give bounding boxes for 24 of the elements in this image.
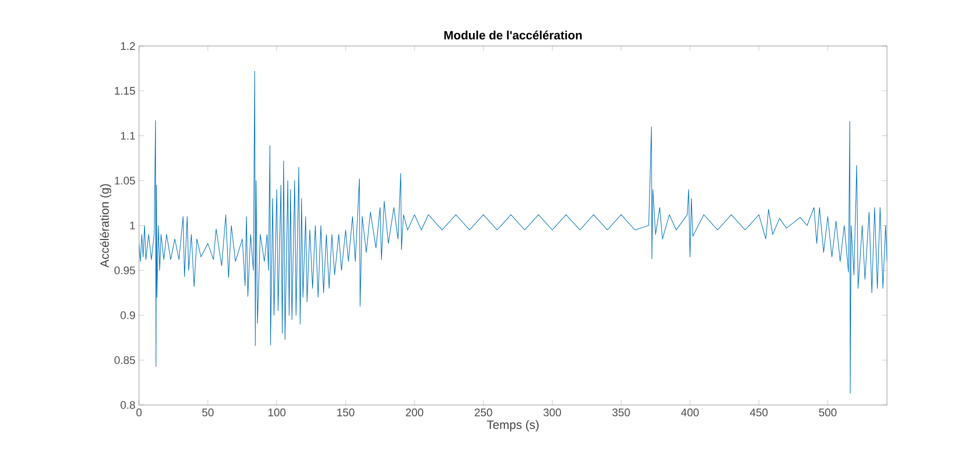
x-tick-label: 150 [337,408,354,416]
x-tick-label: 0 [136,408,142,416]
line-series [139,70,888,394]
y-tick-label: 0.9 [120,311,135,320]
x-tick-label: 300 [544,408,561,416]
x-tick-label: 500 [819,408,836,416]
y-tick-label: 0.85 [114,356,136,364]
x-tick-label: 200 [406,408,424,416]
x-tick-label: 100 [268,408,286,416]
y-tick-label: 1.15 [114,87,136,95]
y-tick-label: 1.1 [121,132,135,140]
x-tick-label: 450 [750,408,768,416]
x-tick-label: 250 [474,408,492,416]
y-axis-title: Accélération (g) [100,184,112,268]
y-tick-label: 1 [130,222,135,230]
chart-title: Module de l'accélération [444,30,582,40]
y-tick-label: 1.2 [121,42,135,50]
y-tick-label: 1.05 [114,176,136,185]
x-tick-label: 50 [202,408,214,416]
y-tick-label: 0.8 [120,401,135,409]
x-tick-label: 400 [681,408,699,416]
x-axis-title: Temps (s) [486,420,539,432]
x-tick-label: 350 [612,408,630,416]
y-tick-label: 0.95 [114,266,136,274]
